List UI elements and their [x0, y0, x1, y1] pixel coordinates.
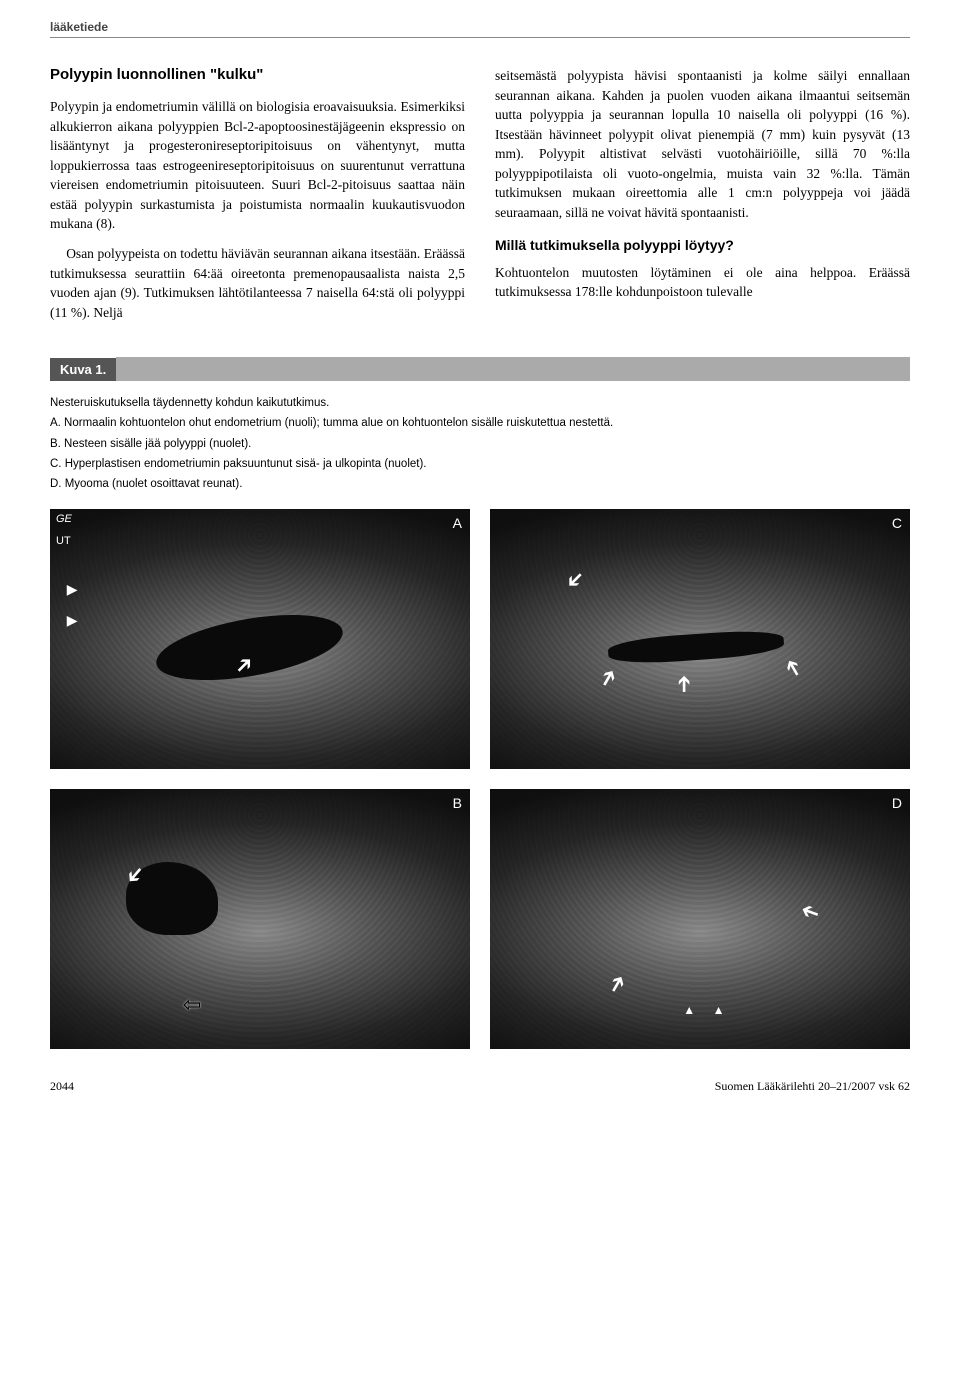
- subsection-title: Millä tutkimuksella polyyppi löytyy?: [495, 237, 910, 253]
- panel-label-c: C: [892, 515, 902, 531]
- section-title: Polyypin luonnollinen "kulku": [50, 66, 465, 83]
- figure-caption-a: A. Normaalin kohtuontelon ohut endometri…: [50, 415, 910, 432]
- figure-caption-c: C. Hyperplastisen endometriumin paksuunt…: [50, 456, 910, 473]
- us-marker-ut: UT: [56, 535, 71, 547]
- panel-label-b: B: [453, 795, 462, 811]
- right-column: seitsemästä polyypista hävisi spontaanis…: [495, 66, 910, 322]
- figure-label: Kuva 1.: [50, 358, 116, 381]
- us-texture: [50, 789, 470, 1049]
- paragraph-4: Kohtuontelon muutosten löytäminen ei ole…: [495, 263, 910, 302]
- panel-label-d: D: [892, 795, 902, 811]
- ultrasound-image-d: ➔ ➔ ▲ ▲ D: [490, 789, 910, 1049]
- page-footer: 2044 Suomen Lääkärilehti 20–21/2007 vsk …: [50, 1079, 910, 1094]
- figure-captions: Nesteruiskutuksella täydennetty kohdun k…: [50, 395, 910, 493]
- ultrasound-image-b: ➔ ⇧ B: [50, 789, 470, 1049]
- ultrasound-image-c: ➔ ➔ ➔ ➔ C: [490, 509, 910, 769]
- us-marker-ge: GE: [56, 513, 72, 525]
- paragraph-3: seitsemästä polyypista hävisi spontaanis…: [495, 66, 910, 223]
- images-row-1: GE UT ➔ ▶ ▶ A ➔ ➔ ➔ ➔ C: [50, 509, 910, 769]
- figure-caption-b: B. Nesteen sisälle jää polyyppi (nuolet)…: [50, 436, 910, 453]
- ultrasound-image-a: GE UT ➔ ▶ ▶ A: [50, 509, 470, 769]
- us-texture: [490, 789, 910, 1049]
- panel-label-a: A: [453, 515, 462, 531]
- figure-block: Kuva 1. Nesteruiskutuksella täydennetty …: [50, 357, 910, 1049]
- figure-caption-main: Nesteruiskutuksella täydennetty kohdun k…: [50, 395, 910, 412]
- images-row-2: ➔ ⇧ B ➔ ➔ ▲ ▲ D: [50, 789, 910, 1049]
- page-number: 2044: [50, 1079, 74, 1094]
- paragraph-1: Polyypin ja endometriumin välillä on bio…: [50, 97, 465, 234]
- figure-header-bar: [116, 357, 910, 381]
- journal-citation: Suomen Lääkärilehti 20–21/2007 vsk 62: [715, 1079, 910, 1094]
- left-column: Polyypin luonnollinen "kulku" Polyypin j…: [50, 66, 465, 322]
- paragraph-2: Osan polyypeista on todettu häviävän seu…: [50, 244, 465, 322]
- figure-caption-d: D. Myooma (nuolet osoittavat reunat).: [50, 476, 910, 493]
- journal-category: lääketiede: [50, 20, 910, 38]
- two-column-body: Polyypin luonnollinen "kulku" Polyypin j…: [50, 66, 910, 322]
- figure-header-row: Kuva 1.: [50, 357, 910, 381]
